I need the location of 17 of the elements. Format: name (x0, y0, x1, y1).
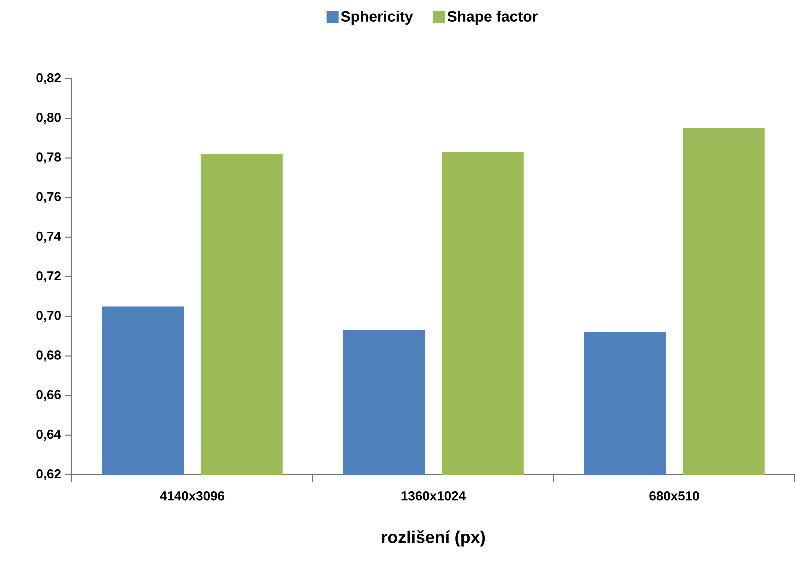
y-tick-label: 0,66 (36, 390, 62, 402)
x-tick-label: 680x510 (650, 492, 700, 501)
x-axis-title: rozlišení (px) (382, 530, 486, 547)
x-tick-label: 4140x3096 (160, 492, 225, 501)
y-tick-label: 0,70 (36, 311, 61, 322)
y-tick-label: 0,82 (36, 73, 61, 85)
y-tick-label: 0,74 (36, 232, 62, 243)
legend-label: Shape factor (448, 10, 538, 25)
legend-label: Sphericity (341, 10, 414, 25)
x-tick-label: 1360x1024 (402, 492, 466, 501)
y-tick-label: 0,68 (36, 350, 62, 362)
y-tick-label: 0,78 (36, 152, 62, 164)
y-tick-label: 0,64 (36, 430, 62, 441)
y-tick-label: 0,62 (36, 469, 61, 481)
y-tick-label: 0,72 (36, 271, 61, 283)
y-tick-label: 0,80 (36, 113, 61, 124)
y-tick-label: 0,76 (36, 192, 62, 204)
